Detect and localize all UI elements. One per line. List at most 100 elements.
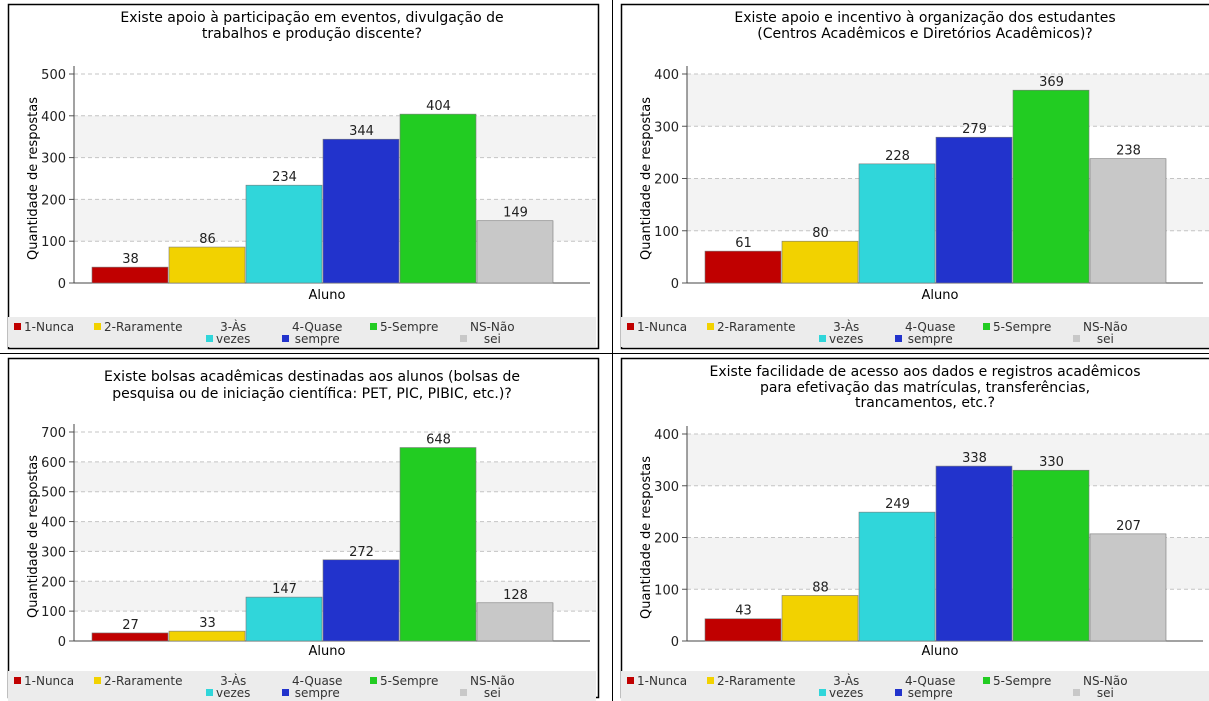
- legend-label: 1-Nunca: [637, 674, 688, 688]
- grid-band: [74, 521, 596, 552]
- bar-value-label: 344: [349, 124, 374, 139]
- legend-label: 5-Sempre: [993, 320, 1052, 334]
- legend-label: 1-Nunca: [24, 674, 75, 688]
- chart-legend: 1-Nunca 2-Raramente 3-Às vezes 4-Quase sempre…: [621, 317, 1209, 347]
- chart-svg-organizacao: Existe apoio e incentivo à organização d…: [620, 3, 1209, 350]
- bar-5-sempre: [1012, 469, 1090, 642]
- legend-label: 4-Quase: [292, 320, 343, 334]
- chart-title-line: (Centros Acadêmicos e Diretórios Acadêmi…: [757, 26, 1093, 42]
- bar-ns-n-o-sei: [1089, 533, 1167, 642]
- bar-value-label: 86: [199, 232, 216, 247]
- chart-title-line: Existe apoio e incentivo à organização d…: [734, 10, 1115, 26]
- bar-ns-n-o-sei: [476, 220, 554, 284]
- y-tick-label: 400: [654, 428, 679, 443]
- chart-svg-eventos: Existe apoio à participação em eventos, …: [7, 3, 600, 350]
- legend-label-line2: sei: [1096, 332, 1114, 346]
- green-square-icon: [370, 677, 377, 684]
- legend-label-line2: vezes: [216, 332, 251, 346]
- x-axis-label: Aluno: [309, 644, 346, 659]
- bar-5-sempre: [1012, 89, 1090, 284]
- gray-square-icon: [460, 335, 467, 342]
- chart-legend: 1-Nunca 2-Raramente 3-Às vezes 4-Quase sempre…: [621, 671, 1209, 701]
- bar-value-label: 27: [122, 618, 139, 633]
- chart-legend: 1-Nunca 2-Raramente 3-Às vezes 4-Quase sempre…: [8, 317, 596, 347]
- green-square-icon: [983, 323, 990, 330]
- bar-5-sempre: [399, 113, 477, 284]
- bar-1-nunca: [704, 250, 782, 284]
- bar-value-label: 43: [735, 604, 752, 619]
- blue-square-icon: [282, 689, 289, 696]
- bar-value-label: 648: [426, 433, 451, 448]
- y-tick-label: 600: [41, 456, 66, 471]
- bar-5-sempre: [399, 447, 477, 642]
- red-square-icon: [627, 323, 634, 330]
- chart-panel-bolsas: Existe bolsas acadêmicas destinadas aos …: [0, 354, 611, 701]
- yellow-square-icon: [94, 323, 101, 330]
- legend-label: 1-Nunca: [24, 320, 75, 334]
- y-tick-label: 0: [58, 277, 66, 292]
- y-tick-label: 500: [41, 486, 66, 501]
- y-tick-label: 700: [41, 426, 66, 441]
- chart-panel-organizacao: Existe apoio e incentivo à organização d…: [613, 0, 1209, 352]
- legend-item: 1-Nunca: [627, 675, 687, 687]
- legend-item: 5-Sempre: [983, 675, 1051, 687]
- legend-item: NS-Não sei: [1073, 321, 1128, 345]
- grid-band: [687, 74, 1209, 127]
- green-square-icon: [370, 323, 377, 330]
- y-tick-label: 300: [654, 480, 679, 495]
- bar-2-raramente: [168, 246, 246, 284]
- bar-value-label: 207: [1116, 519, 1141, 534]
- chart-title-line: Existe bolsas acadêmicas destinadas aos …: [104, 369, 520, 385]
- bar-value-label: 61: [735, 236, 752, 251]
- legend-label: NS-Não: [470, 674, 515, 688]
- bar-value-label: 272: [349, 545, 374, 560]
- bar-value-label: 338: [962, 451, 987, 466]
- chart-panel-registros: Existe facilidade de acesso aos dados e …: [613, 354, 1209, 701]
- legend-item: 2-Raramente: [94, 321, 182, 333]
- bar-4-quase-sempre: [935, 136, 1013, 284]
- bar-1-nunca: [91, 266, 169, 284]
- legend-label: NS-Não: [1083, 674, 1128, 688]
- bar-3-s-vezes: [858, 163, 936, 284]
- yellow-square-icon: [94, 677, 101, 684]
- chart-title-line: trancamentos, etc.?: [855, 395, 995, 411]
- legend-item: 1-Nunca: [14, 321, 74, 333]
- legend-item: 1-Nunca: [627, 321, 687, 333]
- chart-frame: [620, 3, 1209, 350]
- y-tick-label: 400: [654, 68, 679, 83]
- bar-value-label: 249: [885, 497, 910, 512]
- y-tick-label: 200: [41, 575, 66, 590]
- legend-label: 5-Sempre: [993, 674, 1052, 688]
- bar-value-label: 80: [812, 226, 829, 241]
- legend-label-line2: sei: [483, 686, 501, 700]
- y-tick-label: 100: [654, 583, 679, 598]
- y-axis-label: Quantidade de respostas: [26, 455, 41, 618]
- legend-label: 3-Às: [220, 674, 247, 688]
- bar-4-quase-sempre: [322, 138, 400, 284]
- bar-value-label: 330: [1039, 455, 1064, 470]
- bar-value-label: 404: [426, 99, 451, 114]
- bar-2-raramente: [781, 595, 859, 642]
- bar-ns-n-o-sei: [476, 602, 554, 642]
- y-tick-label: 100: [654, 225, 679, 240]
- gray-square-icon: [1073, 689, 1080, 696]
- legend-item: 3-Às vezes: [819, 321, 863, 345]
- legend-label: 3-Às: [220, 320, 247, 334]
- legend-label-line2: sempre: [294, 332, 340, 346]
- chart-panel-eventos: Existe apoio à participação em eventos, …: [0, 0, 611, 352]
- bar-2-raramente: [781, 240, 859, 284]
- bar-value-label: 234: [272, 170, 297, 185]
- bar-3-s-vezes: [245, 184, 323, 284]
- gray-square-icon: [1073, 335, 1080, 342]
- y-tick-label: 300: [41, 545, 66, 560]
- bar-4-quase-sempre: [935, 465, 1013, 642]
- legend-item: 3-Às vezes: [206, 321, 250, 345]
- x-axis-label: Aluno: [922, 288, 959, 303]
- legend-item: 4-Quase sempre: [895, 321, 955, 345]
- legend-label: 2-Raramente: [104, 674, 183, 688]
- legend-label-line2: vezes: [829, 686, 864, 700]
- bar-2-raramente: [168, 630, 246, 642]
- legend-label: 3-Às: [833, 320, 860, 334]
- red-square-icon: [627, 677, 634, 684]
- y-tick-label: 100: [41, 235, 66, 250]
